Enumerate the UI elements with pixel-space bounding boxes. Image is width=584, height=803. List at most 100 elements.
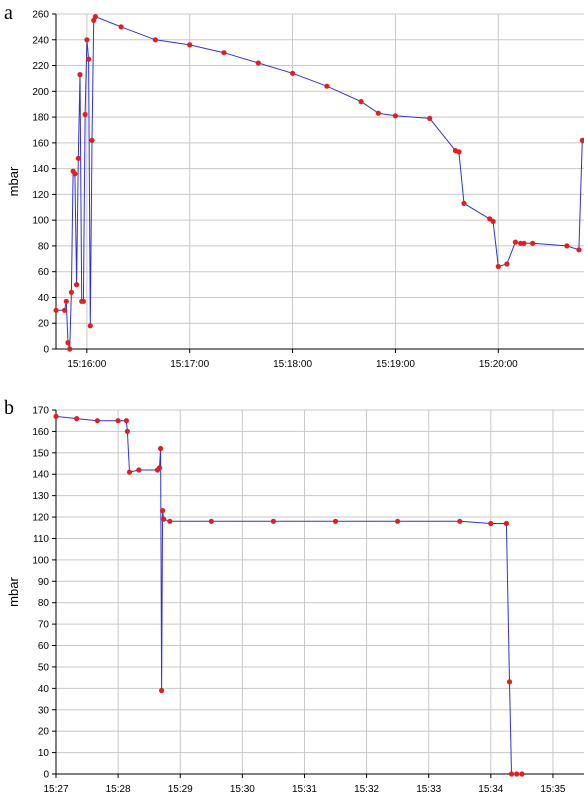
- data-point: [488, 520, 494, 527]
- y-tick-label: 160: [32, 138, 49, 149]
- data-point: [62, 307, 68, 313]
- y-tick-label: 140: [32, 164, 49, 175]
- data-point: [290, 70, 296, 76]
- series-line: [56, 15, 584, 350]
- y-tick-label: 130: [32, 491, 49, 502]
- data-point: [576, 247, 582, 253]
- data-point: [156, 465, 163, 471]
- data-point: [136, 467, 142, 473]
- data-point: [530, 240, 536, 246]
- data-point: [87, 323, 93, 329]
- data-point: [270, 518, 276, 524]
- data-point: [123, 418, 129, 424]
- data-point: [512, 239, 519, 245]
- data-point: [53, 413, 59, 419]
- y-tick-label: 80: [38, 598, 50, 609]
- y-axis-label: mbar: [6, 577, 21, 607]
- x-tick-label: 15:19:00: [376, 359, 415, 370]
- y-tick-label: 260: [32, 10, 49, 21]
- data-point: [167, 518, 173, 524]
- data-point: [89, 137, 95, 143]
- y-tick-label: 120: [32, 190, 49, 201]
- y-tick-label: 160: [32, 427, 49, 438]
- y-tick-label: 60: [38, 267, 50, 278]
- panel-a-letter: a: [4, 2, 13, 24]
- y-tick-label: 100: [32, 216, 49, 227]
- y-tick-label: 70: [38, 620, 50, 631]
- y-tick-label: 180: [32, 113, 49, 124]
- data-point: [506, 679, 513, 685]
- y-tick-label: 200: [32, 87, 49, 98]
- series-line: [55, 415, 522, 775]
- y-tick-label: 0: [43, 770, 49, 781]
- data-point: [94, 418, 100, 424]
- data-point: [457, 518, 463, 524]
- data-point: [581, 137, 584, 143]
- y-tick-label: 50: [38, 662, 50, 673]
- y-tick-label: 20: [38, 727, 50, 738]
- data-point: [118, 24, 124, 30]
- data-point: [68, 289, 74, 295]
- data-point: [74, 282, 80, 288]
- data-point: [255, 60, 261, 66]
- data-point: [395, 518, 401, 524]
- y-tick-label: 10: [38, 748, 50, 759]
- data-point: [74, 416, 80, 422]
- y-tick-label: 20: [38, 319, 50, 330]
- y-tick-label: 240: [32, 35, 49, 46]
- data-point: [358, 99, 364, 105]
- y-tick-label: 220: [32, 61, 49, 72]
- x-tick-label: 15:30: [230, 784, 255, 795]
- data-point: [65, 340, 71, 346]
- y-tick-label: 90: [38, 577, 50, 588]
- data-point: [490, 218, 496, 224]
- data-point: [208, 518, 214, 524]
- y-tick-label: 150: [32, 448, 49, 459]
- data-point: [503, 520, 509, 527]
- y-tick-label: 40: [38, 293, 50, 304]
- data-point: [375, 110, 381, 116]
- data-point: [495, 263, 501, 270]
- data-point: [508, 771, 515, 777]
- data-point: [519, 771, 525, 777]
- data-point: [124, 428, 130, 434]
- chart-b: 0 10 20 30 40 50 60 70 80 90 100 110 120 130 140 150 160…: [6, 406, 584, 795]
- x-tick-label: 15:33: [416, 784, 441, 795]
- data-point: [161, 516, 167, 522]
- x-tick-label: 15:34: [478, 784, 503, 795]
- data-point: [332, 518, 339, 524]
- data-point: [92, 14, 98, 20]
- data-point: [521, 240, 527, 246]
- data-point: [72, 171, 78, 177]
- data-point: [75, 155, 81, 161]
- data-point: [115, 418, 121, 424]
- y-tick-label: 30: [38, 705, 50, 716]
- data-point: [53, 307, 59, 313]
- x-tick-label: 15:29: [168, 784, 193, 795]
- data-point: [80, 298, 86, 304]
- y-tick-label: 80: [38, 241, 50, 252]
- data-point: [159, 687, 165, 694]
- y-tick-label: 120: [32, 513, 49, 524]
- data-point: [86, 56, 92, 62]
- x-tick-label: 15:16:00: [67, 359, 106, 370]
- y-tick-label: 100: [32, 555, 49, 566]
- y-tick-label: 170: [32, 406, 49, 417]
- x-tick-label: 15:20:00: [479, 359, 518, 370]
- data-point: [504, 261, 510, 267]
- data-point: [514, 771, 520, 777]
- data-point: [158, 445, 164, 452]
- data-point: [564, 243, 570, 249]
- x-tick-label: 15:31: [292, 784, 317, 795]
- x-tick-label: 15:32: [354, 784, 379, 795]
- x-tick-label: 15:28: [106, 784, 131, 795]
- chart-a: 0 20 40 60 80 100 120 140 160 180 200 220 240 260 15:1…: [6, 10, 584, 370]
- data-point: [84, 37, 90, 43]
- y-tick-label: 40: [38, 684, 50, 695]
- y-tick-label: 0: [43, 345, 49, 356]
- data-point: [427, 115, 433, 121]
- data-point: [63, 298, 69, 304]
- data-point: [160, 508, 166, 514]
- data-point: [392, 113, 398, 119]
- data-point: [82, 111, 88, 118]
